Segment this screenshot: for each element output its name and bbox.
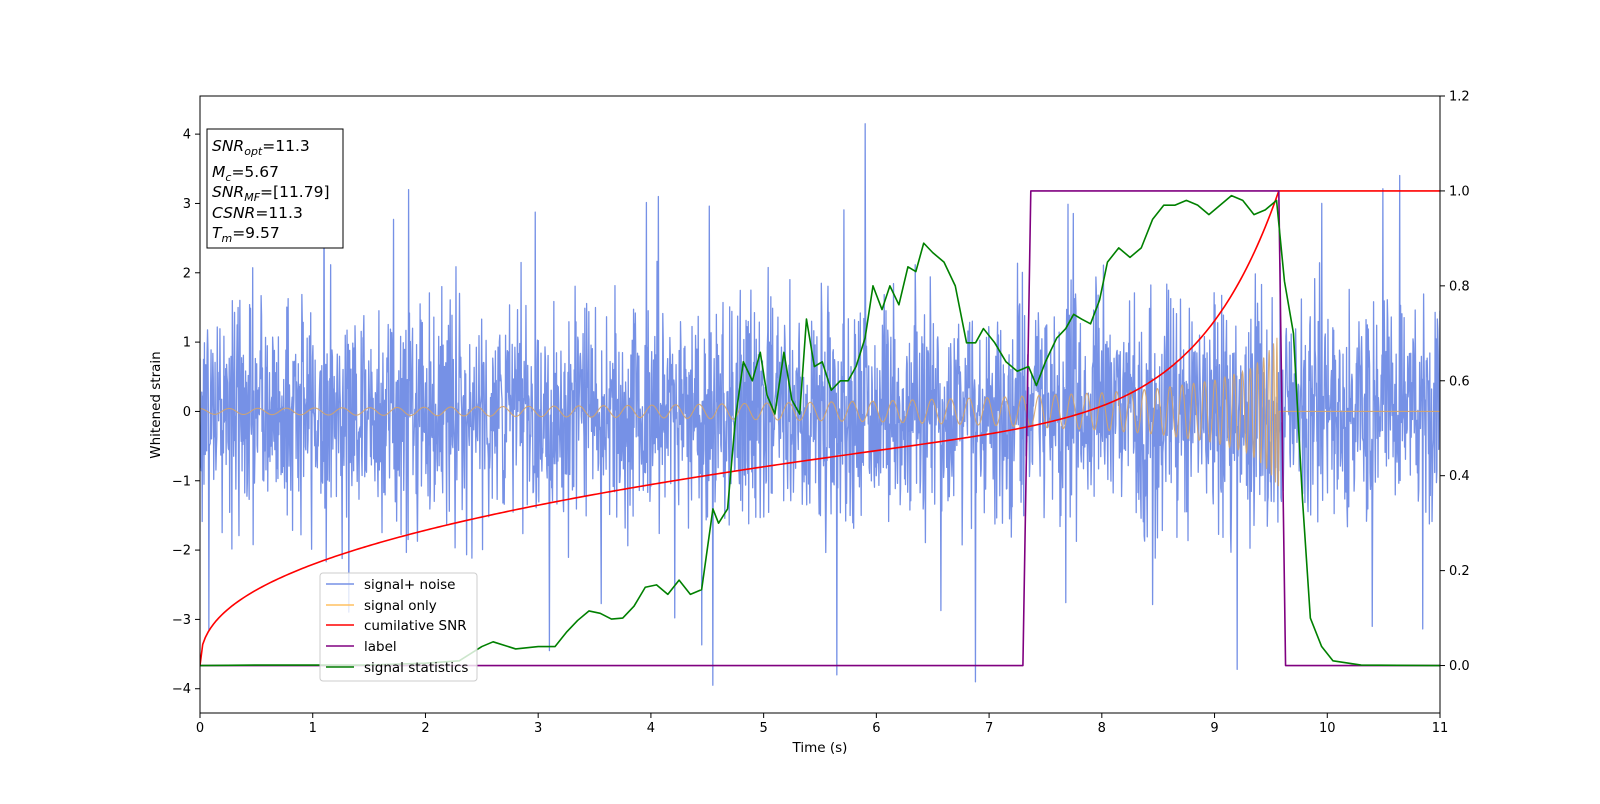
x-tick-label: 10 [1319, 721, 1336, 736]
x-tick-label: 6 [872, 721, 880, 736]
legend-label-signal-noise: signal+ noise [364, 577, 455, 593]
y-right-tick-label: 0.8 [1449, 279, 1470, 294]
y-tick-label: −1 [172, 474, 191, 489]
plot-frame [199, 95, 1441, 714]
series-signal-statistics-line [200, 194, 1440, 667]
y-tick-label: −4 [172, 682, 191, 697]
series-cumulative-snr-line [200, 190, 1440, 666]
x-tick-label: 4 [647, 721, 655, 736]
info-box: SNRopt=11.3 Mc=5.67 SNRMF=[11.79] CSNR=1… [206, 128, 344, 249]
y-tick-label: −2 [172, 544, 191, 559]
y-right-tick-label: 1.2 [1449, 90, 1470, 105]
y-right-tick-label: 0.6 [1449, 374, 1470, 389]
x-axis-label: Time (s) [792, 740, 848, 756]
y-tick-label: 4 [183, 128, 191, 143]
mc-text: Mc=5.67 [212, 163, 279, 184]
snr-opt-text: SNRopt=11.3 [212, 137, 310, 158]
series-signal-noise-line [200, 123, 1440, 686]
legend: signal+ noise signal only cumilative SNR… [319, 572, 478, 682]
y-tick-label: 0 [183, 405, 191, 420]
info-box-frame [206, 128, 344, 249]
axes: 0 1 2 3 4 5 6 7 8 9 10 11 −4 −3 −2 −1 0 1 2 3 4 0.0 0.2 0.4 0.6 0… [172, 90, 1470, 737]
plot-area [200, 123, 1440, 686]
x-tick-label: 9 [1210, 721, 1218, 736]
legend-label-label: label [364, 639, 397, 655]
legend-label-signal-statistics: signal statistics [364, 660, 468, 676]
y-tick-label: 2 [183, 266, 191, 281]
y-right-tick-label: 0.4 [1449, 469, 1470, 484]
snr-mf-text: SNRMF=[11.79] [212, 183, 330, 204]
y-right-tick-label: 0.2 [1449, 564, 1470, 579]
legend-label-signal-only: signal only [364, 598, 437, 614]
legend-label-cumulative-snr: cumilative SNR [364, 618, 467, 634]
y-axis-label: Whitened strain [148, 351, 164, 458]
legend-frame [319, 572, 478, 682]
y-right-tick-label: 1.0 [1449, 184, 1470, 199]
tm-text: Tm=9.57 [212, 224, 280, 245]
series-label-line [200, 190, 1440, 667]
y-tick-label: 3 [183, 197, 191, 212]
csnr-text: CSNR=11.3 [212, 204, 303, 222]
x-tick-label: 7 [985, 721, 993, 736]
x-tick-label: 5 [759, 721, 767, 736]
x-tick-label: 1 [309, 721, 317, 736]
y-tick-label: −3 [172, 613, 191, 628]
y-right-tick-label: 0.0 [1449, 659, 1470, 674]
x-tick-label: 3 [534, 721, 542, 736]
x-tick-label: 8 [1098, 721, 1106, 736]
x-tick-label: 2 [421, 721, 429, 736]
x-tick-label: 11 [1432, 721, 1449, 736]
series-signal-only-line [200, 337, 1440, 487]
y-tick-label: 1 [183, 336, 191, 351]
x-tick-label: 0 [196, 721, 204, 736]
